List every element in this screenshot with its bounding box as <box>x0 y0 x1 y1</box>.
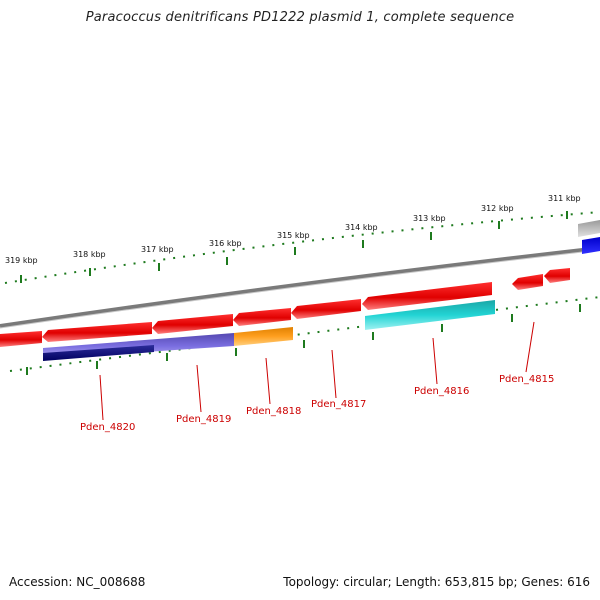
gene-arrow <box>152 314 233 334</box>
tick-label-314: 314 kbp <box>345 223 378 232</box>
tick-label-315: 315 kbp <box>277 231 310 240</box>
callout-line <box>331 349 337 399</box>
gene-label-pden-4818: Pden_4818 <box>246 406 301 417</box>
gene-arrow <box>42 322 152 342</box>
gene-arrow <box>544 268 570 283</box>
gene-arrow <box>362 282 492 310</box>
gene-arrow <box>512 274 543 290</box>
tick-label-319: 319 kbp <box>5 256 38 265</box>
backbone-ring <box>0 246 600 328</box>
blue-feature <box>582 237 600 254</box>
orange-bar <box>234 327 293 346</box>
gene-label-pden-4819: Pden_4819 <box>176 414 231 425</box>
kbp-labels: 319 kbp 318 kbp 317 kbp 316 kbp 315 kbp … <box>5 194 581 265</box>
gray-feature <box>578 220 600 237</box>
cyan-bar <box>365 300 495 330</box>
accession-text: Accession: NC_008688 <box>9 575 146 589</box>
inner-major-ticks <box>26 304 581 375</box>
outer-tick-ring <box>4 211 600 284</box>
navy-bar <box>43 345 154 361</box>
gene-label-pden-4816: Pden_4816 <box>414 386 469 397</box>
gene-labels: Pden_4820 Pden_4819 Pden_4818 Pden_4817 … <box>80 374 554 433</box>
tick-label-313: 313 kbp <box>413 214 446 223</box>
gene-arrow <box>291 299 361 319</box>
gene-arrow <box>0 331 42 347</box>
callout-line <box>99 374 104 421</box>
feature-bars <box>43 300 495 361</box>
map-title: Paracoccus denitrificans PD1222 plasmid … <box>85 10 515 25</box>
tick-label-318: 318 kbp <box>73 250 106 259</box>
callout-line <box>196 364 202 413</box>
tick-label-312: 312 kbp <box>481 204 514 213</box>
callout-lines <box>99 321 535 421</box>
tick-label-317: 317 kbp <box>141 245 174 254</box>
callout-line <box>432 337 438 385</box>
gene-label-pden-4815: Pden_4815 <box>499 374 554 385</box>
major-ticks <box>20 211 568 283</box>
topology-summary: Topology: circular; Length: 653,815 bp; … <box>283 575 590 589</box>
gene-label-pden-4817: Pden_4817 <box>311 399 366 410</box>
gene-arrow <box>233 308 291 326</box>
gene-label-pden-4820: Pden_4820 <box>80 422 135 433</box>
callout-line <box>265 357 271 405</box>
gene-arrows <box>0 268 570 347</box>
tick-label-311: 311 kbp <box>548 194 581 203</box>
inner-tick-ring <box>9 296 600 372</box>
callout-line <box>525 321 535 373</box>
tick-label-316: 316 kbp <box>209 239 242 248</box>
